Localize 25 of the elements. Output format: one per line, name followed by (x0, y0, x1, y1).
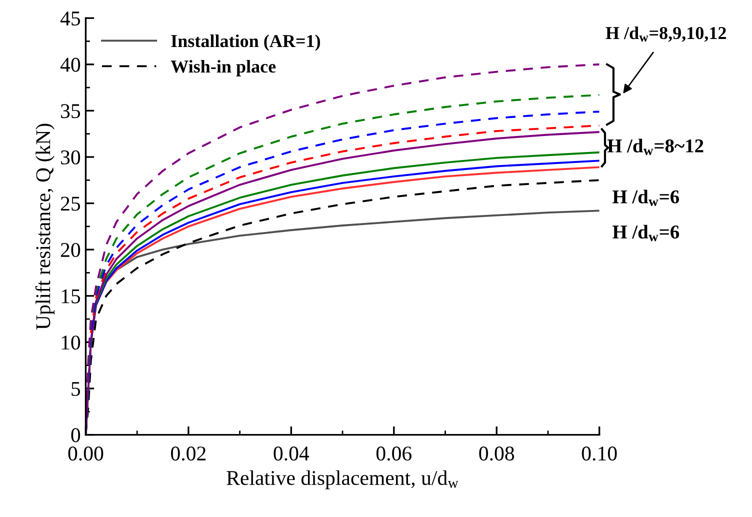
x-tick-label: 0.08 (479, 446, 514, 461)
y-tick-label: 45 (60, 12, 80, 26)
x-tick-label: 0.02 (171, 446, 206, 461)
text: H /d$_{w}$=8,9,10,12 (606, 26, 726, 42)
y-tick-label: 30 (61, 150, 80, 164)
line-series (90, 124, 600, 334)
x-tick-label: 0.00 (68, 446, 104, 461)
x-axis-title: Relative displacement, u/d$_{w}$ (226, 470, 458, 490)
y-tick-label: 0 (71, 428, 80, 442)
text: H /d$_{w}$=8~12 (607, 138, 704, 156)
y-tick-label: 40 (60, 58, 80, 72)
text: H /d$_{w}$=6 (612, 224, 680, 242)
y-tick-label: 10 (62, 336, 80, 350)
legend-label: Wish-in place (170, 60, 276, 76)
x-tick-label: 0.04 (274, 446, 310, 461)
x-tick-label: 0.10 (582, 446, 617, 461)
legend-label: Installation (AR=1) (171, 34, 320, 51)
y-tick-label: 20 (60, 242, 80, 258)
x-tick-label: 0.06 (376, 446, 412, 461)
y-tick-label: 5 (72, 382, 80, 396)
y-tick-label: 35 (61, 104, 80, 118)
text: H /d$_{w}$=6 (612, 190, 680, 206)
y-tick-label: 25 (60, 196, 80, 211)
y-axis-title: Uplift resistance, Q (kN) (35, 124, 54, 330)
y-tick-label: 15 (62, 289, 80, 304)
